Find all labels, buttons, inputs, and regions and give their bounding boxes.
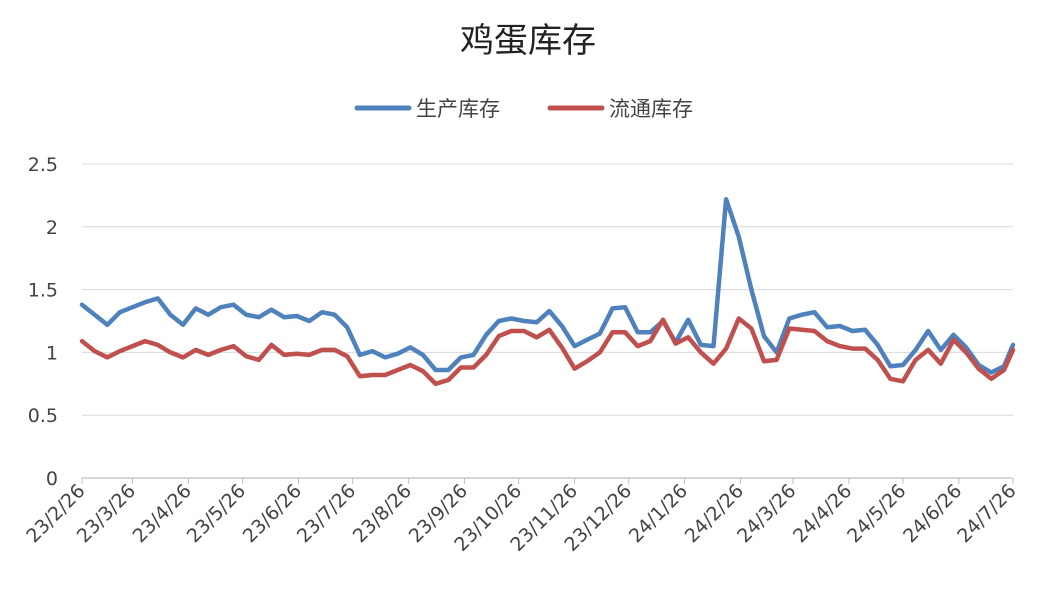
- y-tick-label: 1: [46, 342, 58, 364]
- y-tick-label: 1.5: [28, 280, 58, 302]
- y-axis-ticks: 0 0.5 1 1.5 2 2.5: [28, 154, 58, 490]
- legend-item-production: 生产库存: [354, 97, 500, 121]
- gridlines: [82, 163, 1013, 416]
- series-line-circulation: [79, 316, 1016, 387]
- legend: 生产库存 流通库存: [354, 97, 693, 121]
- series-lines: [79, 196, 1016, 387]
- legend-label-circulation: 流通库存: [609, 97, 693, 121]
- y-tick-label: 0: [46, 468, 58, 490]
- legend-label-production: 生产库存: [416, 97, 500, 121]
- y-tick-label: 0.5: [28, 405, 58, 427]
- legend-item-circulation: 流通库存: [547, 97, 693, 121]
- chart-title: 鸡蛋库存: [460, 21, 596, 61]
- y-tick-label: 2.5: [28, 154, 58, 176]
- series-line-production: [79, 196, 1016, 375]
- y-tick-label: 2: [46, 217, 58, 239]
